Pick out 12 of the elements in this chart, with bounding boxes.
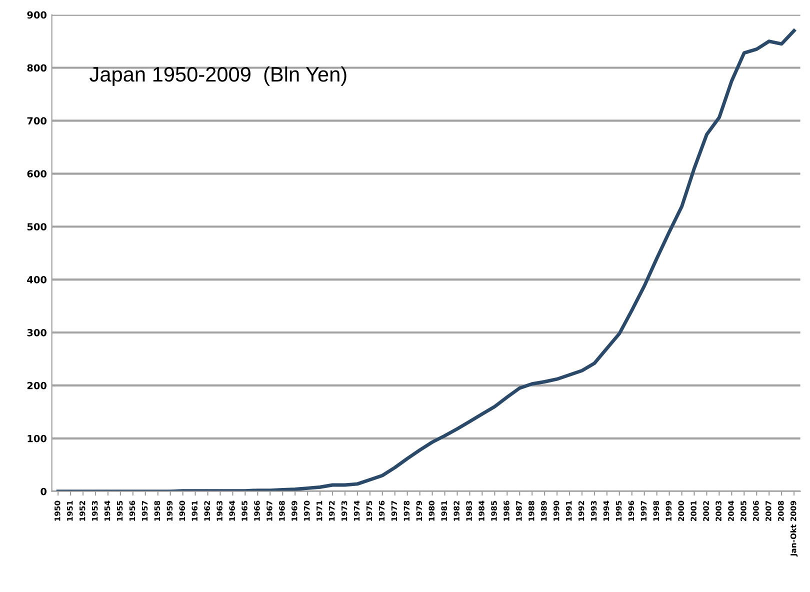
- y-tick-label: 0: [40, 488, 47, 496]
- y-tick-label: 500: [27, 223, 47, 230]
- y-tick-label: 600: [27, 170, 47, 178]
- y-tick-label: 200: [27, 382, 47, 390]
- y-tick-label: 100: [28, 434, 47, 442]
- line-series: [56, 28, 796, 492]
- y-tick-label: 800: [27, 64, 47, 72]
- annotation: Japan 1950-2009 (Bln Yen): [90, 66, 346, 86]
- y-tick-label: 900: [27, 11, 47, 19]
- y-tick-label: 300: [27, 328, 47, 336]
- y-tick-label: 700: [27, 117, 47, 125]
- y-tick-label: 400: [27, 276, 47, 284]
